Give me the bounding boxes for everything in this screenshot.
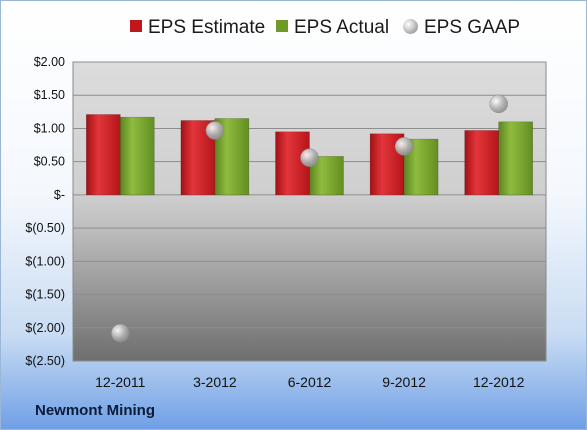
legend-swatch <box>276 20 288 32</box>
y-tick-label: $0.50 <box>34 155 65 169</box>
y-tick-label: $2.00 <box>34 55 65 69</box>
eps-actual-bar <box>120 116 155 196</box>
legend-swatch <box>403 19 418 34</box>
y-tick-label: $(1.50) <box>25 288 65 302</box>
company-name: Newmont Mining <box>35 402 155 419</box>
plot-background <box>72 61 547 362</box>
x-tick-label: 6-2012 <box>288 374 332 390</box>
x-tick-label: 9-2012 <box>382 374 426 390</box>
y-tick-label: $(1.00) <box>25 254 65 268</box>
legend-label: EPS Estimate <box>148 17 266 38</box>
eps-gaap-marker <box>205 121 225 140</box>
plot-area: $2.00 $1.50 $1.00 $0.50 $- $(0.50) $(1.00) $(1.… <box>25 55 547 390</box>
y-tick-label: $(0.50) <box>25 221 65 235</box>
y-tick-label: $1.00 <box>34 121 65 135</box>
eps-estimate-bar <box>86 114 121 196</box>
legend-swatch <box>130 20 142 32</box>
legend-label: EPS Actual <box>294 17 390 38</box>
legend-item-eps-estimate: EPS Estimate <box>130 17 265 39</box>
legend: EPS Estimate EPS Actual EPS GAAP <box>1 15 586 43</box>
eps-estimate-bar <box>180 120 216 196</box>
eps-gaap-marker <box>111 323 130 343</box>
x-tick-label: 3-2012 <box>193 374 237 390</box>
x-tick-label: 12-2012 <box>473 374 525 390</box>
y-tick-label: $- <box>54 188 65 202</box>
eps-gaap-marker <box>300 148 319 167</box>
legend-label: EPS GAAP <box>424 17 521 38</box>
legend-item-eps-actual: EPS Actual <box>276 17 389 39</box>
eps-estimate-bar <box>464 130 500 196</box>
eps-actual-bar <box>498 121 534 196</box>
legend-item-eps-gaap: EPS GAAP <box>403 17 520 39</box>
eps-gaap-marker <box>489 94 508 114</box>
y-tick-label: $1.50 <box>34 88 65 102</box>
x-tick-label: 12-2011 <box>95 374 146 390</box>
eps-gaap-marker <box>394 137 414 156</box>
y-tick-label: $(2.00) <box>25 321 65 335</box>
y-tick-label: $(2.50) <box>25 354 65 368</box>
